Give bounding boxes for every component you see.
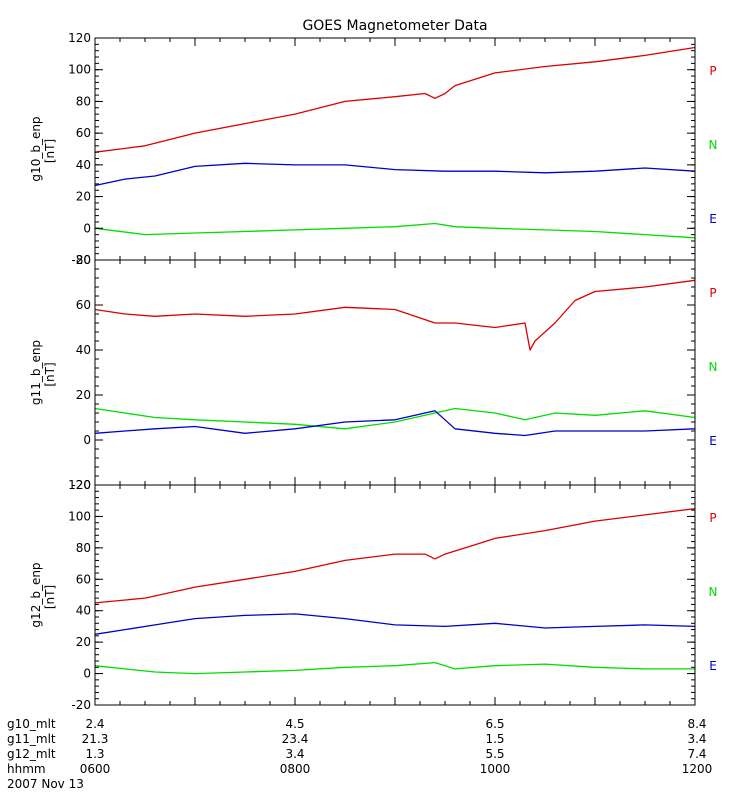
series-line-P — [94, 279, 696, 351]
y-tick-label: 20 — [76, 635, 91, 649]
series-line-N — [94, 222, 696, 239]
y-tick-label: 80 — [76, 541, 91, 555]
y-tick-label: -20 — [71, 253, 91, 267]
y-tick-label: 120 — [68, 478, 91, 492]
legend-label-N: N — [709, 360, 718, 374]
chart-date: 2007 Nov 13 — [7, 777, 84, 791]
mlt-value: 3.4 — [687, 732, 706, 746]
y-axis-unit: [nT] — [43, 362, 57, 386]
x-tick-label: 0800 — [280, 762, 311, 776]
y-tick-label: 0 — [83, 221, 91, 235]
x-axis-row-label: g10_mlt — [7, 717, 56, 731]
y-tick-label: 120 — [68, 31, 91, 45]
series-line-P — [94, 507, 696, 604]
x-axis-row-label: hhmm — [7, 762, 46, 776]
series-line-E — [94, 162, 696, 187]
panel-2: -20 0 20 40 60 80 g11_b_enp [nT] P N E — [29, 253, 717, 492]
mlt-value: 8.4 — [687, 717, 706, 731]
legend-label-P: P — [709, 286, 716, 300]
y-tick-label: 40 — [76, 604, 91, 618]
y-tick-label: 20 — [76, 388, 91, 402]
y-tick-label: 100 — [68, 509, 91, 523]
x-tick-label: 1000 — [480, 762, 511, 776]
y-tick-label: 60 — [76, 572, 91, 586]
series-line-N — [94, 661, 695, 675]
legend-label-N: N — [709, 138, 718, 152]
y-axis-unit: [nT] — [43, 585, 57, 609]
x-axis-row-label: g12_mlt — [7, 747, 56, 761]
y-axis-unit: [nT] — [43, 139, 57, 163]
series-line-E — [94, 613, 696, 635]
legend-label-N: N — [709, 585, 718, 599]
y-tick-label: 40 — [76, 158, 91, 172]
chart-title: GOES Magnetometer Data — [302, 18, 487, 34]
y-tick-label: -20 — [71, 698, 91, 712]
mlt-value: 6.5 — [485, 717, 504, 731]
series-line-P — [94, 46, 696, 153]
mlt-value: 2.4 — [85, 717, 104, 731]
y-tick-label: 0 — [83, 433, 91, 447]
y-tick-label: 80 — [76, 94, 91, 108]
mlt-value: 21.3 — [82, 732, 109, 746]
y-tick-label: 60 — [76, 126, 91, 140]
panel-3: -20 0 20 40 60 80 100 120 g12_b_enp [nT] P N E — [29, 478, 717, 712]
series-line-E — [94, 410, 696, 437]
x-tick-label: 1200 — [682, 762, 713, 776]
panel-frame — [94, 259, 696, 486]
mlt-value: 23.4 — [282, 732, 309, 746]
panel-frame — [94, 484, 696, 706]
mlt-value: 4.5 — [285, 717, 304, 731]
x-axis-row-label: g11_mlt — [7, 732, 56, 746]
legend-label-E: E — [709, 212, 717, 226]
y-tick-label: -20 — [71, 478, 91, 492]
y-tick-label: 60 — [76, 298, 91, 312]
mlt-value: 5.5 — [485, 747, 504, 761]
mlt-value: 1.5 — [485, 732, 504, 746]
y-axis-label: g10_b_enp — [29, 116, 43, 181]
legend-label-E: E — [709, 434, 717, 448]
mlt-value: 1.3 — [85, 747, 104, 761]
mlt-value: 7.4 — [687, 747, 706, 761]
legend-label-E: E — [709, 659, 717, 673]
mlt-value: 3.4 — [285, 747, 304, 761]
legend-label-P: P — [709, 511, 716, 525]
y-axis-label: g12_b_enp — [29, 562, 43, 627]
y-tick-label: 100 — [68, 63, 91, 77]
series-line-N — [94, 407, 696, 430]
y-tick-label: 0 — [83, 667, 91, 681]
y-tick-label: 20 — [76, 190, 91, 204]
x-tick-label: 0600 — [80, 762, 111, 776]
panel-1: -20 0 20 40 60 80 100 120 g10_b_enp [nT] P N E — [29, 31, 717, 267]
y-axis-label: g11_b_enp — [29, 340, 43, 405]
legend-label-P: P — [709, 64, 716, 78]
y-tick-label: 80 — [76, 253, 91, 267]
y-tick-label: 40 — [76, 343, 91, 357]
